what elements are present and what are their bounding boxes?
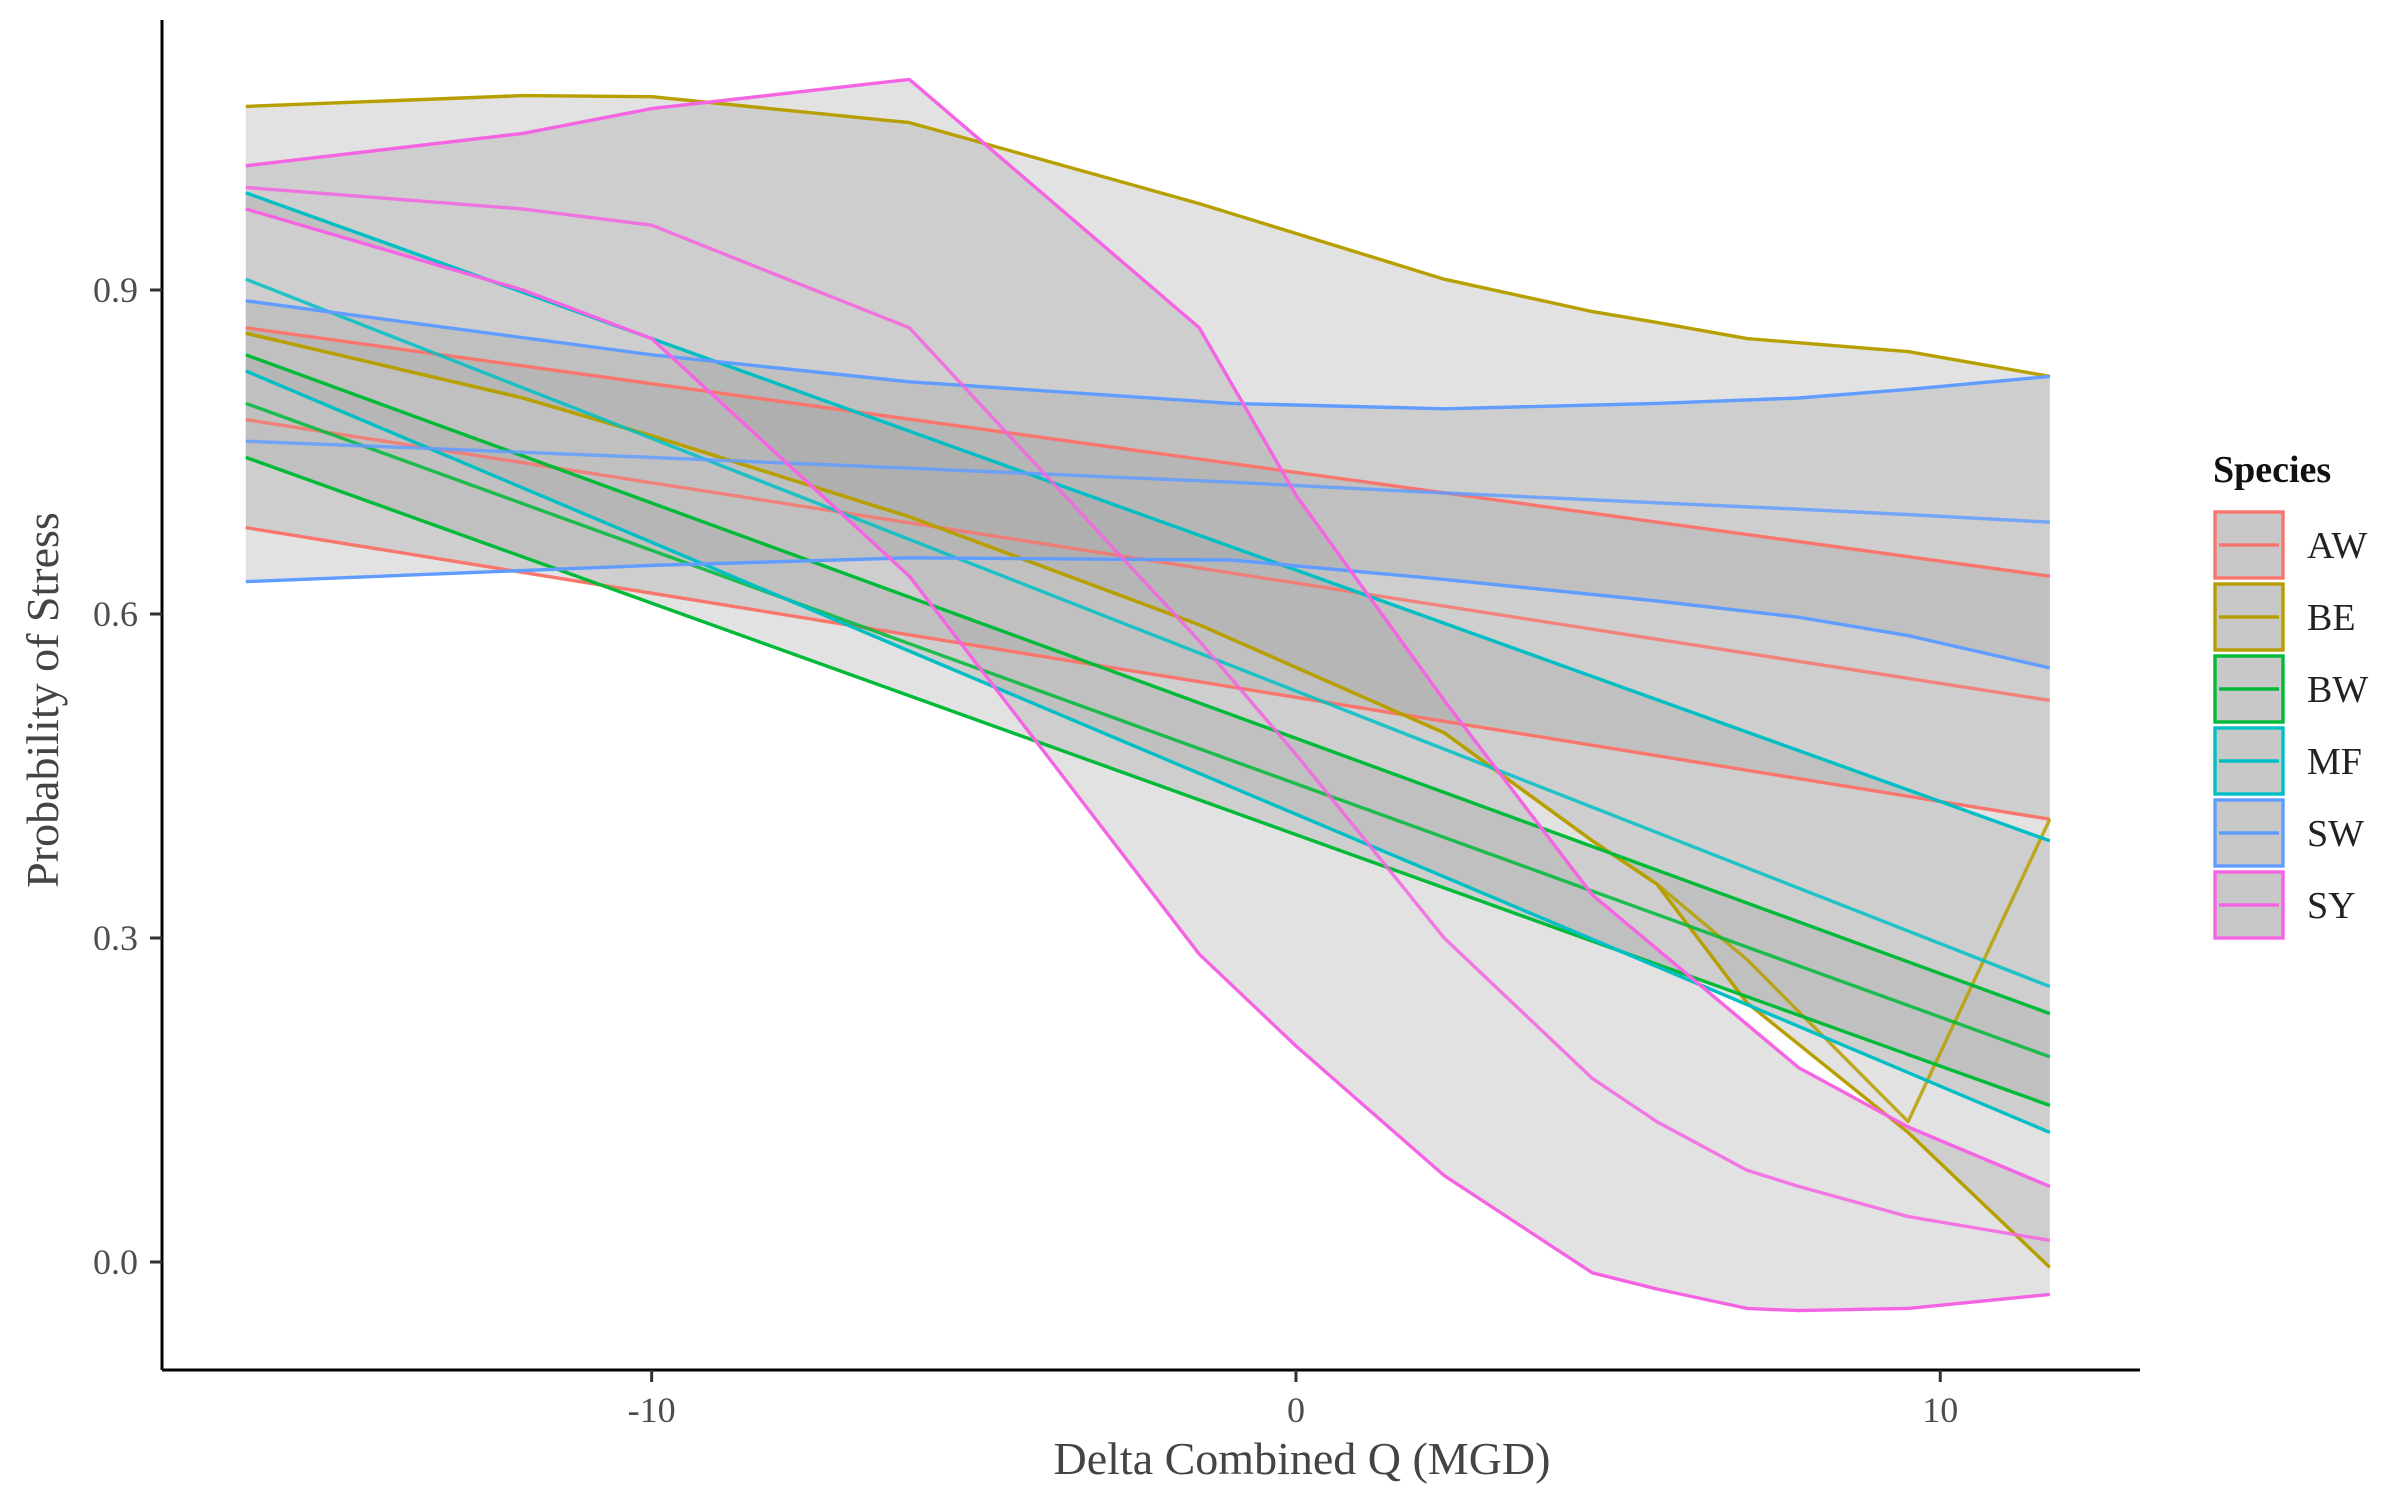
upper-line-sw	[245, 299, 2050, 411]
lower-line-sw	[245, 556, 2051, 670]
lower-line-aw	[245, 525, 2051, 821]
upper-line-aw	[245, 326, 2051, 578]
fit-line-bw	[245, 401, 2051, 1059]
axes: -10 0 10 0.0 0.3 0.6 0.9	[93, 20, 2140, 1430]
y-tick-label: 0.3	[93, 918, 138, 958]
x-axis-title: Delta Combined Q (MGD)	[1054, 1433, 1551, 1484]
upper-line-sy	[245, 77, 2051, 1188]
legend-label-aw: AW	[2307, 525, 2367, 567]
legend-label-mf: MF	[2307, 741, 2362, 783]
upper-line-mf	[245, 191, 2051, 843]
lower-line-bw	[245, 455, 2051, 1107]
band-sw	[245, 300, 2050, 668]
band-sy	[245, 79, 2050, 1311]
x-tick-label: 10	[1922, 1390, 1958, 1430]
legend-label-bw: BW	[2307, 669, 2368, 711]
y-tick-label: 0.9	[93, 270, 138, 310]
y-tick-label: 0.0	[93, 1242, 138, 1282]
legend-title: Species	[2213, 449, 2331, 491]
upper-line-be	[245, 93, 2051, 379]
fit-line-sw	[245, 439, 2050, 524]
x-tick-label: 0	[1287, 1390, 1305, 1430]
lower-line-sy	[245, 207, 2050, 1313]
x-tick-label: -10	[628, 1390, 676, 1430]
legend: Species AW BE BW MF SW SY	[2213, 449, 2368, 940]
confidence-bands	[245, 79, 2050, 1311]
lower-line-mf	[245, 369, 2051, 1134]
y-tick-label: 0.6	[93, 594, 138, 634]
upper-line-bw	[245, 353, 2051, 1016]
legend-label-sw: SW	[2307, 813, 2364, 855]
band-mf	[245, 192, 2050, 1133]
legend-label-be: BE	[2307, 597, 2356, 639]
fit-line-sy	[245, 185, 2051, 1243]
y-axis-title: Probability of Stress	[17, 512, 68, 888]
legend-label-sy: SY	[2307, 885, 2356, 927]
fit-line-mf	[245, 277, 2051, 989]
series-lines	[245, 77, 2052, 1313]
